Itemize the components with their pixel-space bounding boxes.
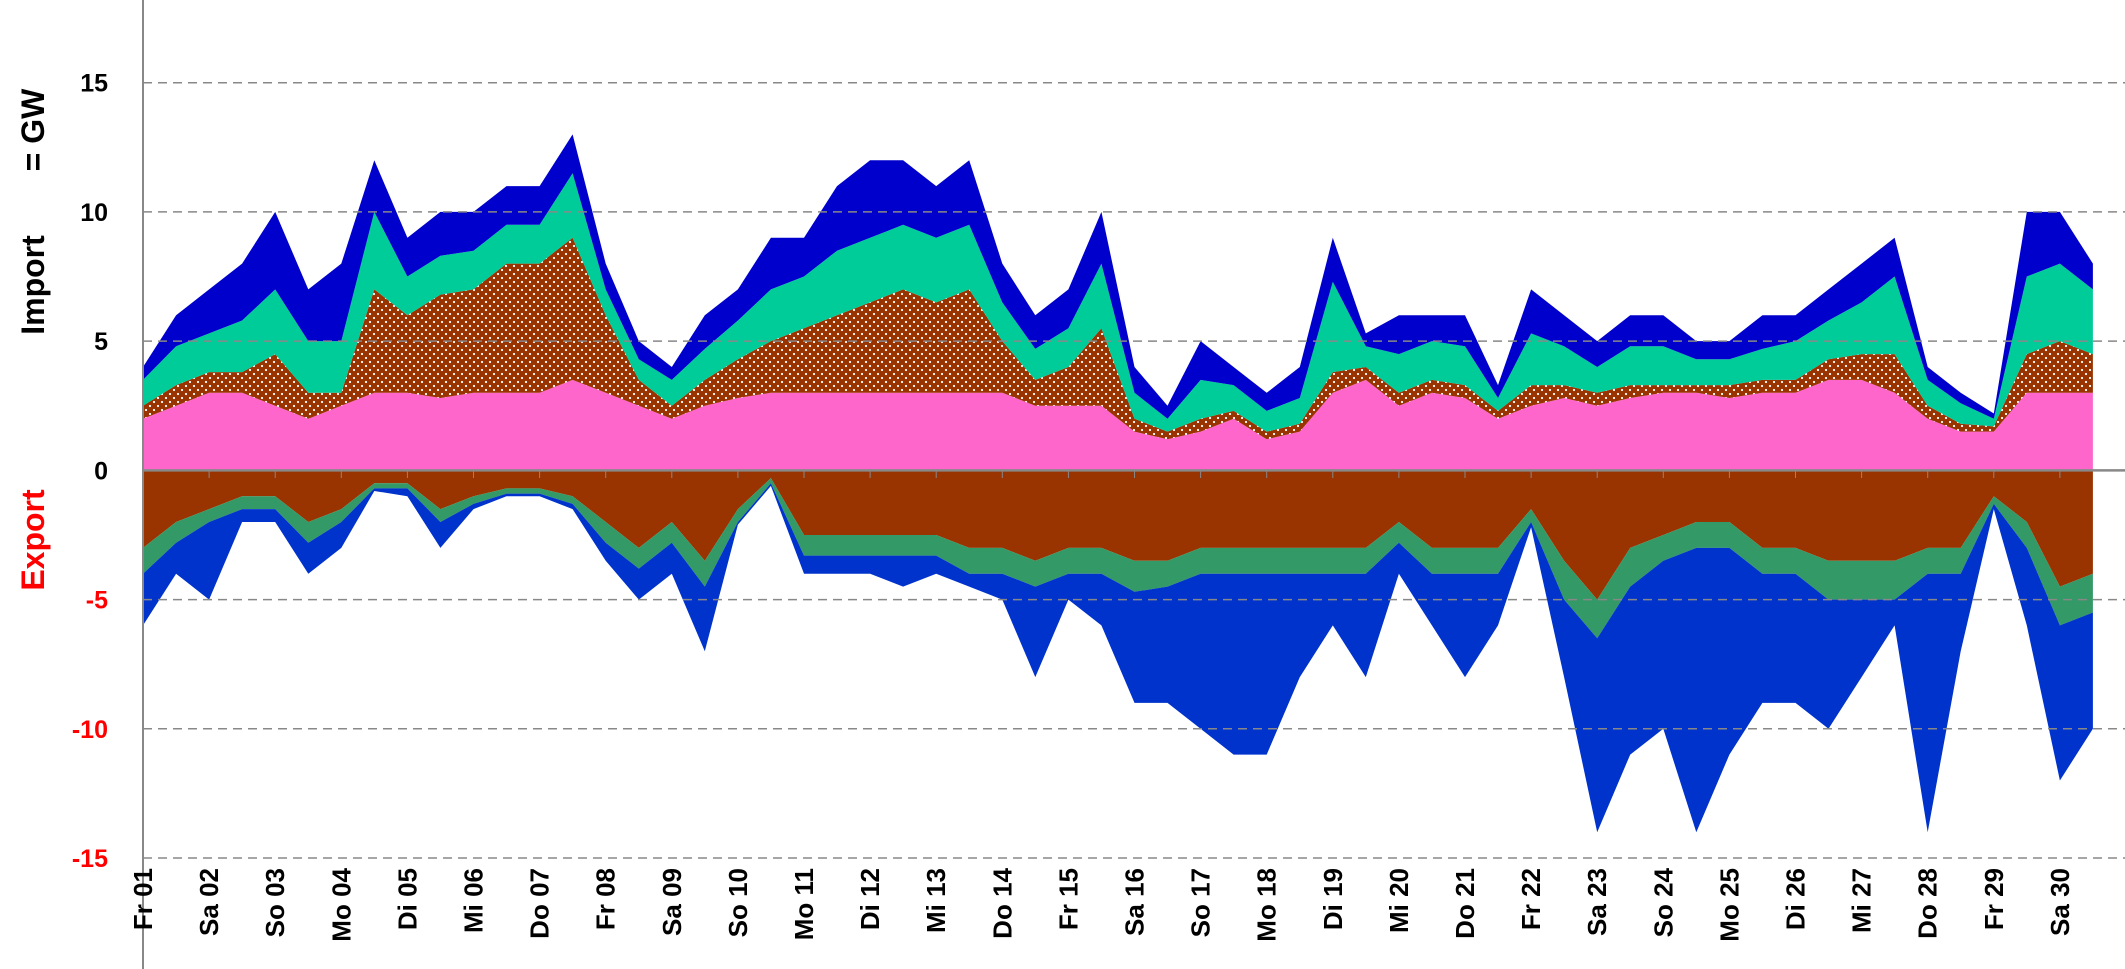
area [143, 173, 2093, 432]
x-tick-label: Mi 06 [459, 868, 489, 933]
area [143, 379, 2093, 471]
x-tick-label: So 17 [1186, 868, 1216, 937]
y-tick-label: 5 [94, 328, 108, 356]
x-tick-label: So 10 [723, 868, 753, 937]
x-tick-label: Di 05 [392, 868, 422, 930]
x-tick-label: Sa 16 [1120, 868, 1150, 936]
x-tick-label: Fr 29 [1979, 868, 2009, 930]
area [143, 470, 2093, 600]
y-label-export: Export [15, 489, 51, 591]
x-tick-label: Sa 30 [2045, 868, 2075, 936]
y-label-unit: = GW [15, 88, 51, 171]
x-tick-label: Mi 20 [1384, 868, 1414, 933]
x-tick-label: So 24 [1648, 867, 1678, 937]
x-tick-label: Sa 02 [194, 868, 224, 936]
x-tick-label: Di 26 [1781, 868, 1811, 930]
x-tick-label: Mo 25 [1714, 868, 1744, 942]
x-tick-label: Mi 27 [1847, 868, 1877, 933]
x-tick-label: Mo 04 [326, 867, 356, 941]
area [143, 478, 2093, 639]
x-tick-label: So 03 [260, 868, 290, 937]
x-tick-label: Fr 08 [591, 868, 621, 930]
x-tick-label: Sa 09 [657, 868, 687, 936]
x-tick-label: Di 12 [855, 868, 885, 930]
y-label-import: Import [15, 235, 51, 335]
area [143, 483, 2093, 833]
x-tick-label: Fr 15 [1053, 868, 1083, 930]
x-tick-label: Do 21 [1450, 868, 1480, 939]
x-tick-label: Mo 11 [789, 868, 819, 940]
x-tick-label: Mi 13 [921, 868, 951, 933]
x-tick-label: Fr 01 [128, 868, 158, 930]
y-tick-label: 15 [80, 70, 108, 98]
y-tick-label: -15 [72, 845, 108, 873]
axes: -15 -10 -5 0 5 10 15 Fr 01 Sa 02 So 03 Mo 04 Di 05 M… [72, 0, 2125, 969]
x-tick-label: Sa 23 [1582, 868, 1612, 936]
x-tick-label: Fr 22 [1516, 868, 1546, 930]
area [143, 237, 2093, 440]
y-tick-label: -5 [86, 587, 108, 615]
x-tick-label: Mo 18 [1252, 868, 1282, 942]
x-tick-label: Di 19 [1318, 868, 1348, 930]
y-tick-label: -10 [72, 716, 108, 744]
area [143, 134, 2093, 419]
y-tick-label: 0 [94, 457, 108, 485]
x-tick-label: Do 07 [525, 868, 555, 939]
x-tick-label: Do 14 [987, 867, 1017, 938]
areas [143, 134, 2093, 833]
y-tick-label: 10 [80, 199, 108, 227]
x-tick-label: Do 28 [1913, 868, 1943, 939]
